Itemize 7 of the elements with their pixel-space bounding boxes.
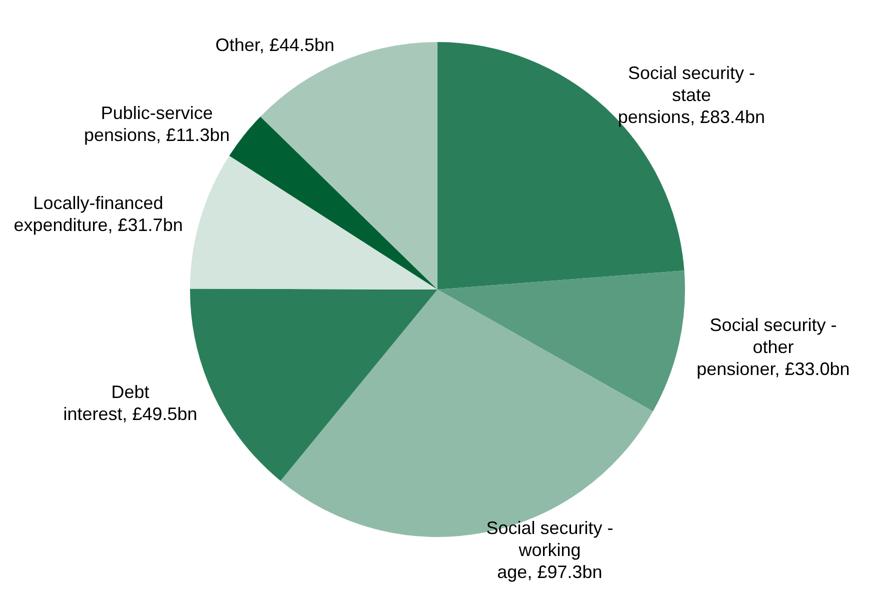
slice-label: Social security - state pensions, £83.4bn [616,62,766,128]
slice-label: Debt interest, £49.5bn [62,380,198,425]
slice-label: Locally-financed expenditure, £31.7bn [12,192,184,236]
slice-label: Social security - other pensioner, £33.0bn [696,314,851,380]
slice-label: Public-service pensions, £11.3bn [82,102,231,146]
slice-label: Other, £44.5bn [214,34,336,56]
slice-label: Social security - working age, £97.3bn [485,517,614,584]
